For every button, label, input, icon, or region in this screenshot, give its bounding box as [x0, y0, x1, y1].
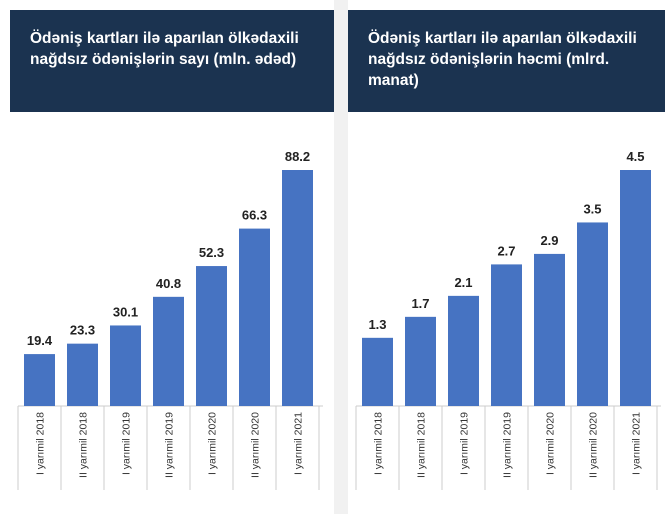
- x-tick-label: I yarımil 2021: [631, 412, 643, 475]
- bar: [577, 222, 608, 406]
- bar: [24, 354, 55, 406]
- data-label: 40.8: [156, 276, 181, 291]
- chart-panel: Ödəniş kartları ilə aparılan ölkədaxili …: [10, 10, 334, 514]
- x-tick-label: I yarımil 2018: [35, 412, 47, 475]
- x-tick-label: I yarımil 2019: [459, 412, 471, 475]
- x-tick-label: I yarımil 2020: [545, 412, 557, 475]
- x-tick-label: II yarımil 2019: [502, 412, 514, 478]
- bar: [448, 295, 479, 406]
- data-label: 2.9: [540, 233, 558, 248]
- bar: [620, 170, 651, 406]
- data-label: 1.7: [411, 296, 429, 311]
- bar: [362, 337, 393, 406]
- x-tick-label: I yarımil 2020: [207, 412, 219, 475]
- bar: [153, 296, 184, 406]
- data-label: 66.3: [242, 208, 267, 223]
- data-label: 1.3: [368, 317, 386, 332]
- x-tick-label: II yarımil 2020: [588, 412, 600, 478]
- chart-title: Ödəniş kartları ilə aparılan ölkədaxili …: [348, 10, 665, 112]
- data-label: 88.2: [285, 149, 310, 164]
- separator: [334, 0, 348, 514]
- bar: [491, 264, 522, 406]
- chart: 19.4 I yarımil 2018 23.3 II yarımil 2018 30.…: [17, 149, 323, 490]
- bar: [196, 266, 227, 406]
- x-tick-label: I yarımil 2019: [121, 412, 133, 475]
- chart-panel: Ödəniş kartları ilə aparılan ölkədaxili …: [348, 10, 665, 514]
- x-tick-label: II yarımil 2018: [416, 412, 428, 478]
- data-label: 23.3: [70, 323, 95, 338]
- data-label: 19.4: [27, 333, 53, 348]
- data-label: 2.7: [497, 243, 515, 258]
- chart: 1.3 I yarımil 2018 1.7 II yarımil 2018 2.1 I …: [355, 149, 661, 490]
- data-label: 4.5: [626, 149, 644, 164]
- x-tick-label: II yarımil 2020: [250, 412, 262, 478]
- x-tick-label: I yarımil 2021: [293, 412, 305, 475]
- x-tick-label: II yarımil 2019: [164, 412, 176, 478]
- bar: [282, 170, 313, 406]
- chart-title: Ödəniş kartları ilə aparılan ölkədaxili …: [10, 10, 334, 112]
- data-label: 2.1: [454, 275, 472, 290]
- bar: [239, 228, 270, 406]
- x-tick-label: II yarımil 2018: [78, 412, 90, 478]
- bar: [405, 316, 436, 406]
- data-label: 30.1: [113, 304, 138, 319]
- bar: [110, 325, 141, 406]
- bar: [534, 253, 565, 406]
- x-tick-label: I yarımil 2018: [373, 412, 385, 475]
- data-label: 3.5: [583, 201, 601, 216]
- data-label: 52.3: [199, 245, 224, 260]
- bar: [67, 343, 98, 406]
